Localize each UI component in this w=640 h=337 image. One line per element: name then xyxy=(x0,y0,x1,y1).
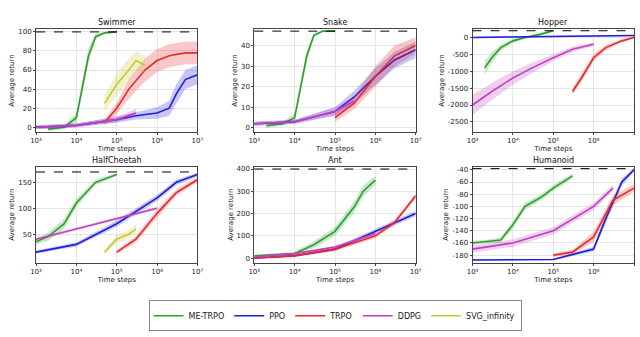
svg-text:40: 40 xyxy=(241,42,250,50)
svg-text:300: 300 xyxy=(236,188,249,196)
svg-text:100: 100 xyxy=(236,232,249,240)
svg-text:10⁶: 10⁶ xyxy=(370,268,382,276)
svg-text:10⁶: 10⁶ xyxy=(370,137,382,145)
svg-text:Swimmer: Swimmer xyxy=(98,18,136,27)
svg-text:10⁴: 10⁴ xyxy=(71,268,83,276)
svg-text:40: 40 xyxy=(23,86,32,94)
svg-text:10⁷: 10⁷ xyxy=(410,137,422,145)
svg-text:10⁴: 10⁴ xyxy=(289,268,301,276)
svg-text:10⁴: 10⁴ xyxy=(289,137,301,145)
svg-text:100: 100 xyxy=(18,28,31,36)
svg-text:10⁷: 10⁷ xyxy=(192,137,204,145)
svg-text:100: 100 xyxy=(18,205,31,213)
svg-text:10: 10 xyxy=(241,104,250,112)
svg-text:-80: -80 xyxy=(457,191,468,199)
svg-text:PPO: PPO xyxy=(269,312,285,321)
svg-text:50: 50 xyxy=(23,231,32,239)
svg-text:30: 30 xyxy=(241,63,250,71)
svg-text:20: 20 xyxy=(23,105,32,113)
svg-text:150: 150 xyxy=(18,179,31,187)
svg-text:20: 20 xyxy=(241,83,250,91)
svg-text:10⁴: 10⁴ xyxy=(507,137,519,145)
svg-text:10³: 10³ xyxy=(467,268,479,276)
svg-text:Average return: Average return xyxy=(231,54,239,106)
svg-text:Time steps: Time steps xyxy=(533,145,572,153)
svg-text:200: 200 xyxy=(236,210,249,218)
svg-text:Average return: Average return xyxy=(438,54,446,106)
svg-text:0: 0 xyxy=(245,254,249,262)
svg-text:10⁶: 10⁶ xyxy=(588,137,600,145)
svg-text:0: 0 xyxy=(245,124,249,132)
svg-text:SVG_infinity: SVG_infinity xyxy=(466,312,515,321)
svg-text:10³: 10³ xyxy=(30,268,42,276)
svg-text:10³: 10³ xyxy=(30,137,42,145)
svg-text:-2000: -2000 xyxy=(448,101,468,109)
svg-text:10⁵: 10⁵ xyxy=(111,137,123,145)
svg-text:DDPG: DDPG xyxy=(398,312,421,321)
svg-text:Ant: Ant xyxy=(328,156,342,165)
svg-text:10⁵: 10⁵ xyxy=(547,137,559,145)
svg-text:-1500: -1500 xyxy=(448,85,468,93)
svg-text:Average return: Average return xyxy=(8,188,16,240)
svg-text:Hopper: Hopper xyxy=(538,18,568,27)
svg-text:Average return: Average return xyxy=(227,188,235,240)
svg-text:80: 80 xyxy=(23,47,32,55)
svg-text:10⁷: 10⁷ xyxy=(192,268,204,276)
svg-text:10⁵: 10⁵ xyxy=(547,268,559,276)
svg-text:-100: -100 xyxy=(452,203,468,211)
svg-text:10³: 10³ xyxy=(248,137,260,145)
svg-text:400: 400 xyxy=(236,165,249,173)
svg-text:10⁴: 10⁴ xyxy=(507,268,519,276)
svg-text:-40: -40 xyxy=(457,166,468,174)
svg-text:60: 60 xyxy=(23,66,32,74)
svg-text:-1000: -1000 xyxy=(448,68,468,76)
svg-text:-2500: -2500 xyxy=(448,118,468,126)
svg-text:Average return: Average return xyxy=(8,54,16,106)
svg-text:-180: -180 xyxy=(452,252,468,260)
svg-text:Time steps: Time steps xyxy=(315,276,354,284)
svg-text:-160: -160 xyxy=(452,239,468,247)
svg-text:10⁶: 10⁶ xyxy=(151,137,163,145)
svg-text:10⁵: 10⁵ xyxy=(329,268,341,276)
svg-text:ME-TRPO: ME-TRPO xyxy=(189,312,225,321)
svg-text:0: 0 xyxy=(464,34,468,42)
svg-text:-500: -500 xyxy=(452,51,468,59)
svg-text:Time steps: Time steps xyxy=(97,276,136,284)
svg-text:Humanoid: Humanoid xyxy=(533,156,574,165)
svg-text:Time steps: Time steps xyxy=(315,145,354,153)
svg-text:10⁴: 10⁴ xyxy=(71,137,83,145)
svg-text:Time steps: Time steps xyxy=(533,276,572,284)
svg-text:-140: -140 xyxy=(452,227,468,235)
svg-text:0: 0 xyxy=(27,124,31,132)
svg-text:-120: -120 xyxy=(452,215,468,223)
svg-text:Average return: Average return xyxy=(442,188,450,240)
svg-text:-60: -60 xyxy=(457,178,468,186)
svg-text:HalfCheetah: HalfCheetah xyxy=(92,156,142,165)
svg-text:10⁶: 10⁶ xyxy=(151,268,163,276)
svg-text:10⁷: 10⁷ xyxy=(410,268,422,276)
svg-text:10⁵: 10⁵ xyxy=(329,137,341,145)
svg-text:TRPO: TRPO xyxy=(329,312,352,321)
svg-text:10⁶: 10⁶ xyxy=(588,268,600,276)
svg-text:Time steps: Time steps xyxy=(97,145,136,153)
svg-text:10⁵: 10⁵ xyxy=(111,268,123,276)
svg-text:Snake: Snake xyxy=(323,18,347,27)
svg-text:10³: 10³ xyxy=(248,268,260,276)
svg-text:10³: 10³ xyxy=(467,137,479,145)
